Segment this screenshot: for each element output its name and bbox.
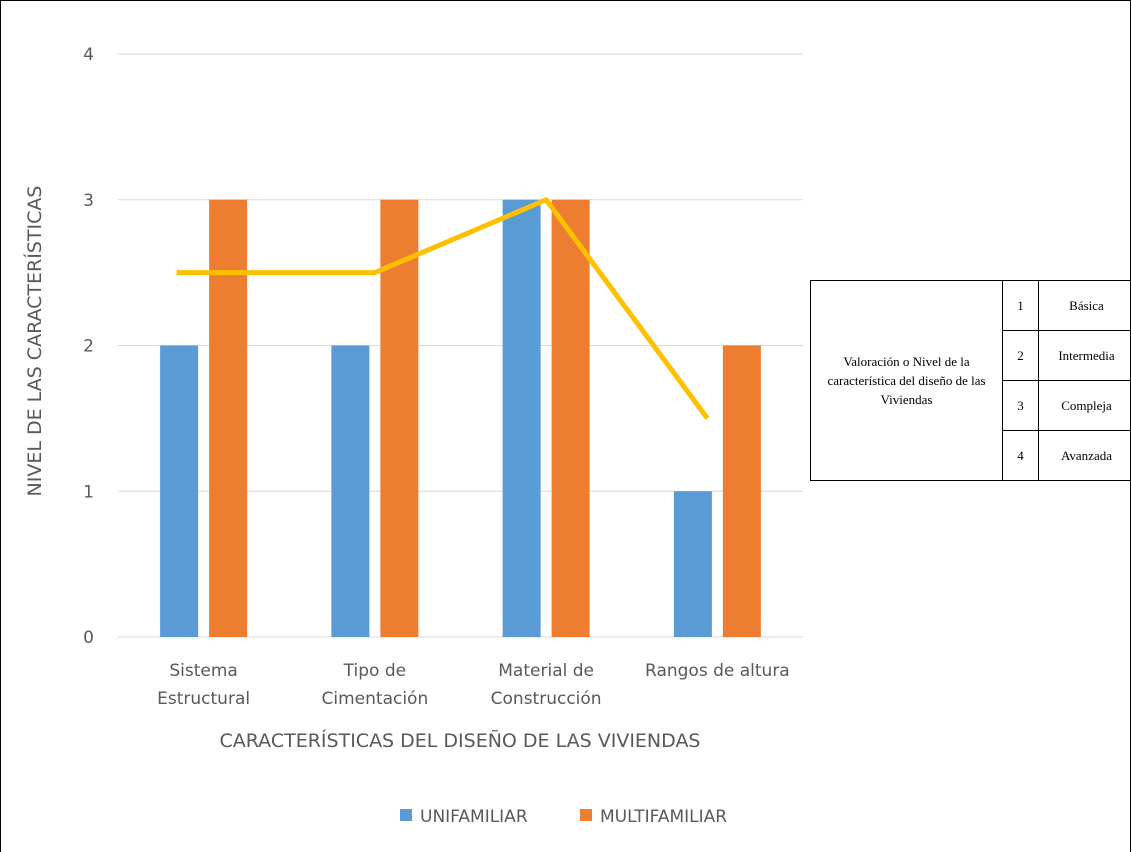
scale-label: Compleja: [1038, 380, 1131, 431]
scale-label: Básica: [1038, 280, 1131, 331]
scale-number: 4: [1002, 430, 1039, 481]
scale-description: Valoración o Nivel de la característica …: [810, 280, 1003, 481]
x-category-label: Material de: [498, 661, 594, 681]
y-tick-label: 3: [83, 191, 94, 211]
scale-label: Avanzada: [1038, 430, 1131, 481]
bar-multifamiliar-2: [551, 199, 590, 637]
y-tick-label: 4: [83, 45, 94, 65]
legend-label-unifamiliar: UNIFAMILIAR: [420, 807, 528, 827]
x-axis-title: CARACTERÍSTICAS DEL DISEÑO DE LAS VIVIEN…: [219, 729, 700, 752]
scale-row: 4 Avanzada: [811, 430, 1131, 481]
y-tick-label: 1: [83, 482, 94, 502]
y-tick-label: 0: [83, 628, 94, 648]
scale-row: 3 Compleja: [811, 380, 1131, 431]
bar-unifamiliar-1: [331, 345, 370, 637]
x-category-label: Construcción: [491, 689, 602, 709]
bar-unifamiliar-0: [160, 345, 199, 637]
legend-label-multifamiliar: MULTIFAMILIAR: [600, 807, 727, 827]
x-category-label: Tipo de: [343, 661, 406, 681]
line-series: [176, 197, 710, 420]
scale-number: 3: [1002, 380, 1039, 431]
scale-row: Valoración o Nivel de la característica …: [810, 280, 1131, 481]
x-category-label: Sistema: [169, 661, 237, 681]
bar-multifamiliar-0: [209, 199, 248, 637]
y-axis-title: NIVEL DE LAS CARACTERÍSTICAS: [23, 186, 46, 497]
average-line: [176, 197, 710, 420]
legend-swatch-multifamiliar: [580, 809, 592, 821]
scale-row: 2 Intermedia: [811, 330, 1131, 381]
scale-label: Intermedia: [1038, 330, 1131, 381]
legend: UNIFAMILIAR MULTIFAMILIAR: [400, 807, 727, 827]
bar-multifamiliar-1: [380, 199, 419, 637]
x-axis-categories: Sistema Estructural Tipo de Cimentación Mate…: [157, 661, 790, 709]
bars: [160, 199, 761, 637]
scale-number: 1: [1002, 280, 1039, 331]
scale-number: 2: [1002, 330, 1039, 381]
scale-table: Valoración o Nivel de la característica …: [810, 280, 1131, 481]
x-category-label: Cimentación: [322, 689, 429, 709]
x-category-label: Rangos de altura: [645, 661, 790, 681]
legend-swatch-unifamiliar: [400, 809, 412, 821]
y-tick-label: 2: [83, 337, 94, 357]
bar-multifamiliar-3: [722, 345, 761, 637]
bar-unifamiliar-2: [502, 199, 541, 637]
bar-unifamiliar-3: [673, 491, 712, 637]
x-category-label: Estructural: [157, 689, 250, 709]
y-axis-ticks: 0 1 2 3 4: [83, 45, 94, 648]
